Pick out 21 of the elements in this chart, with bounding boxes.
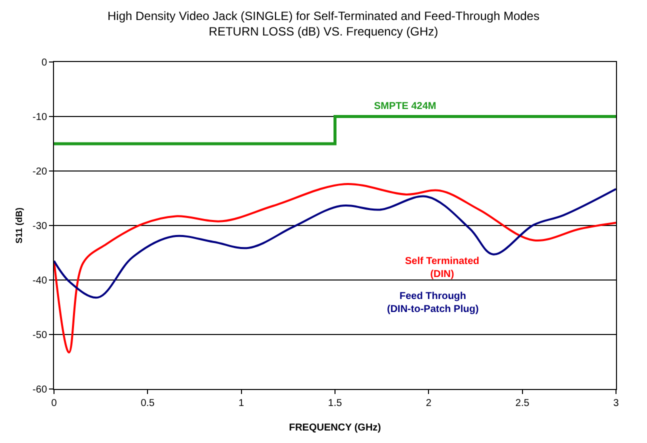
- y-tick-label: 0: [41, 58, 48, 68]
- text: Self Terminated (DIN): [405, 256, 480, 280]
- text: Feed Through (DIN-to-Patch Plug): [387, 291, 479, 315]
- x-tick-label: 3: [613, 398, 620, 409]
- chart-subtitle: RETURN LOSS (dB) VS. Frequency (GHz): [208, 24, 438, 39]
- y-tick-label: -10: [32, 112, 48, 123]
- x-tick-label: 0: [51, 398, 58, 409]
- y-tick-label: -60: [32, 384, 48, 396]
- y-tick-label: -30: [32, 221, 48, 232]
- x-axis-title: FREQUENCY (GHz): [288, 422, 382, 434]
- y-axis-title: S11 (dB): [14, 207, 24, 244]
- x-tick-label: 1.5: [328, 398, 342, 409]
- y-tick-label: -40: [32, 276, 48, 286]
- chart-title: High Density Video Jack (SINGLE) for Self-Terminated and Feed-Through Modes: [108, 8, 540, 23]
- series-label: SMPTE 424M: [374, 101, 436, 112]
- y-tick-label: -50: [32, 330, 48, 341]
- x-tick-label: 2.5: [515, 398, 530, 409]
- x-tick-label: 2: [426, 398, 432, 409]
- x-tick-label: 1: [238, 398, 245, 409]
- x-tick-label: 0.5: [140, 398, 156, 409]
- y-tick-label: -20: [32, 166, 48, 178]
